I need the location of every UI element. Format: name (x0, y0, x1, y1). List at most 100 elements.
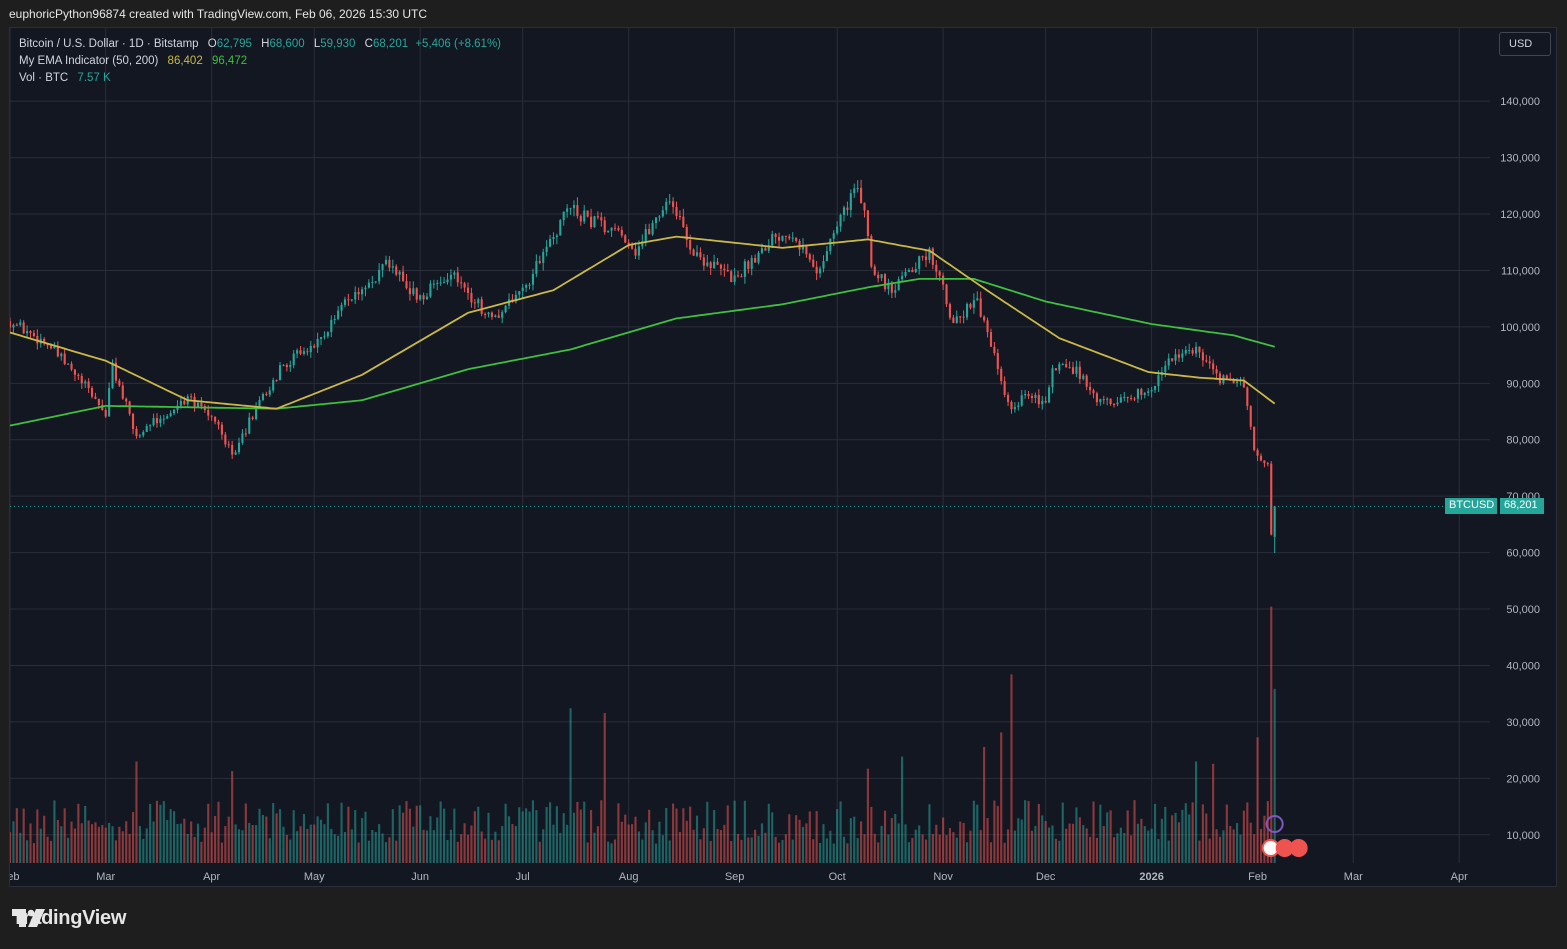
volume-bar (986, 818, 989, 863)
volume-bar (354, 810, 357, 863)
volume-bar (425, 830, 429, 863)
chart-legend: Bitcoin / U.S. Dollar · 1D · Bitstamp O6… (19, 36, 501, 87)
legend-volume-row: Vol · BTC 7.57 K (19, 70, 501, 87)
volume-bar (108, 822, 111, 863)
candlestick-chart[interactable]: 140,000 130,000 120,000 110,000 100,000 90,00… (10, 28, 1557, 887)
candle-body (162, 418, 165, 420)
volume-bar (760, 823, 764, 863)
candle-body (419, 295, 422, 300)
candle-body (1007, 394, 1010, 402)
candle-body (555, 235, 558, 238)
price-axis-label: 80,000 (1506, 435, 1540, 447)
volume-bar (586, 842, 589, 863)
candle-body (1048, 387, 1051, 403)
volume-bar (1092, 801, 1095, 863)
candle-body (391, 266, 394, 268)
volume-bar (46, 836, 49, 863)
volume-bar (548, 802, 552, 863)
candle-body (1164, 365, 1167, 373)
volume-bar (528, 811, 531, 863)
volume-bar (49, 840, 53, 863)
volume-bar (1181, 809, 1184, 863)
candle-body (907, 269, 910, 272)
candle-body (514, 294, 517, 302)
volume-bar (942, 817, 945, 863)
price-axis-label: 100,000 (1500, 322, 1540, 334)
candle-body (706, 262, 709, 266)
candle-body (487, 312, 490, 315)
volume-bar (162, 801, 165, 863)
volume-bar (750, 837, 753, 863)
candle-body (938, 271, 941, 276)
volume-bar (654, 843, 658, 863)
candle-body (357, 292, 360, 295)
volume-bar (689, 806, 692, 863)
candle-body (73, 369, 77, 375)
volume-bar (309, 824, 312, 863)
volume-bar (1239, 834, 1242, 863)
candle-body (67, 363, 70, 365)
volume-bar (675, 808, 678, 863)
candle-body (651, 223, 654, 235)
volume-bar (1184, 803, 1187, 863)
chart-panel[interactable]: 140,000 130,000 120,000 110,000 100,000 90,00… (9, 27, 1557, 887)
candle-body (1150, 389, 1153, 392)
volume-bar (1266, 801, 1269, 863)
candle-body (1112, 403, 1116, 405)
candle-body (552, 237, 555, 240)
candle-body (347, 299, 350, 301)
volume-bar (723, 824, 726, 863)
volume-bar (272, 803, 275, 863)
volume-bar (337, 835, 340, 863)
candle-body (911, 269, 914, 273)
volume-bar (535, 810, 538, 863)
volume-bar (463, 823, 466, 863)
volume-bar (791, 839, 794, 863)
candle-body (914, 268, 917, 273)
candle-body (231, 444, 234, 455)
candle-body (463, 283, 466, 288)
candle-body (77, 374, 80, 376)
volume-bar (1270, 606, 1273, 863)
volume-bar (343, 832, 347, 863)
candle-body (1037, 394, 1040, 405)
tradingview-logo[interactable]: TradingView (12, 907, 126, 930)
candle-body (309, 345, 312, 353)
time-axis-label: Mar (96, 871, 115, 883)
volume-bar (200, 841, 203, 863)
candle-body (210, 415, 213, 417)
volume-bar (709, 841, 712, 863)
volume-bar (870, 806, 873, 863)
time-axis-label: Oct (829, 871, 846, 883)
candle-body (443, 282, 446, 284)
volume-bar (914, 829, 917, 863)
candle-body (179, 400, 182, 406)
currency-button[interactable]: USD (1499, 32, 1551, 56)
volume-bar (1167, 840, 1170, 863)
volume-bar (846, 843, 849, 863)
candle-body (422, 295, 425, 300)
candle-body (173, 409, 176, 414)
volume-bar (525, 808, 528, 863)
volume-bar (36, 809, 39, 863)
candle-body (637, 246, 640, 256)
candle-body (736, 275, 740, 277)
volume-bar (695, 815, 699, 863)
candle-body (955, 316, 958, 323)
candle-body (1106, 398, 1109, 400)
volume-bar (1201, 804, 1204, 863)
volume-bar (1095, 837, 1098, 863)
candle-body (1126, 396, 1129, 398)
volume-bar (1013, 830, 1016, 863)
volume-bar (408, 808, 411, 863)
volume-bar (1112, 837, 1116, 863)
candle-body (624, 235, 627, 243)
volume-bar (292, 810, 295, 863)
volume-bar (897, 823, 900, 863)
volume-bar (613, 839, 617, 863)
volume-bar (825, 838, 828, 863)
volume-bar (952, 832, 955, 863)
volume-bar (39, 828, 42, 863)
volume-bar (610, 843, 613, 863)
volume-bar (1242, 810, 1245, 863)
